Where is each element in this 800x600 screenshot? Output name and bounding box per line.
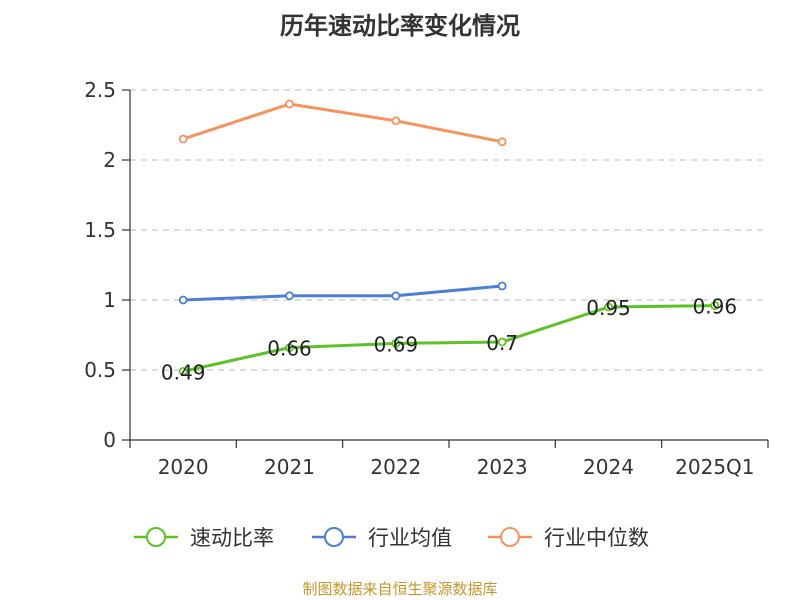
chart-title: 历年速动比率变化情况: [280, 12, 520, 40]
series-line-1: [182, 304, 715, 373]
grid-lines: [130, 89, 768, 371]
data-label: 0.49: [161, 360, 206, 384]
axes: 0 0.5 1 1.5 2 2.5 2020 2021 2022 2023 2024 2025Q1: [84, 78, 769, 479]
x-tick-label: 2022: [370, 455, 421, 479]
y-tick-label: 1: [103, 288, 116, 312]
legend: 速动比率 行业均值 行业中位数: [134, 526, 649, 550]
data-label: 0.7: [486, 331, 518, 355]
data-label: 0.96: [693, 295, 738, 319]
legend-swatch-marker: [324, 527, 344, 547]
series-line-2: [183, 284, 503, 302]
data-label: 0.66: [267, 337, 312, 361]
y-tick-label: 1.5: [84, 218, 116, 242]
series-point-2: [391, 291, 401, 301]
y-tick-label: 2.5: [84, 78, 116, 102]
series-point-3: [178, 134, 188, 144]
y-tick-label: 2: [103, 148, 116, 172]
series-point-2: [497, 281, 507, 291]
series-point-1: [710, 301, 720, 311]
x-tick-label: 2025Q1: [675, 455, 754, 479]
series-point-3: [391, 116, 401, 126]
legend-label[interactable]: 行业均值: [368, 526, 452, 550]
x-tick-label: 2020: [158, 455, 209, 479]
legend-label[interactable]: 速动比率: [190, 526, 274, 550]
series-lines: [178, 99, 720, 376]
series-point-1: [391, 338, 401, 348]
source-note: 制图数据来自恒生聚源数据库: [302, 580, 498, 598]
series-point-1: [604, 302, 613, 312]
x-tick-label: 2023: [477, 455, 528, 479]
data-label: 0.95: [586, 296, 631, 320]
series-point-2: [285, 291, 294, 301]
series-point-1: [285, 343, 294, 353]
series-point-3: [285, 99, 294, 109]
series-point-2: [178, 295, 188, 305]
y-tick-label: 0.5: [84, 358, 116, 382]
data-labels: 0.49 0.66 0.69 0.7 0.95 0.96: [161, 295, 737, 385]
legend-swatch-marker: [500, 527, 520, 547]
x-tick-label: 2021: [264, 455, 315, 479]
series-line-3: [182, 102, 503, 144]
series-point-1: [178, 366, 188, 376]
data-label: 0.69: [374, 332, 419, 356]
legend-swatch-marker: [146, 527, 166, 547]
series-point-1: [497, 337, 507, 347]
x-tick-label: 2024: [583, 455, 634, 479]
series-point-3: [497, 137, 507, 147]
legend-label[interactable]: 行业中位数: [544, 526, 649, 550]
y-tick-label: 0: [103, 428, 116, 452]
